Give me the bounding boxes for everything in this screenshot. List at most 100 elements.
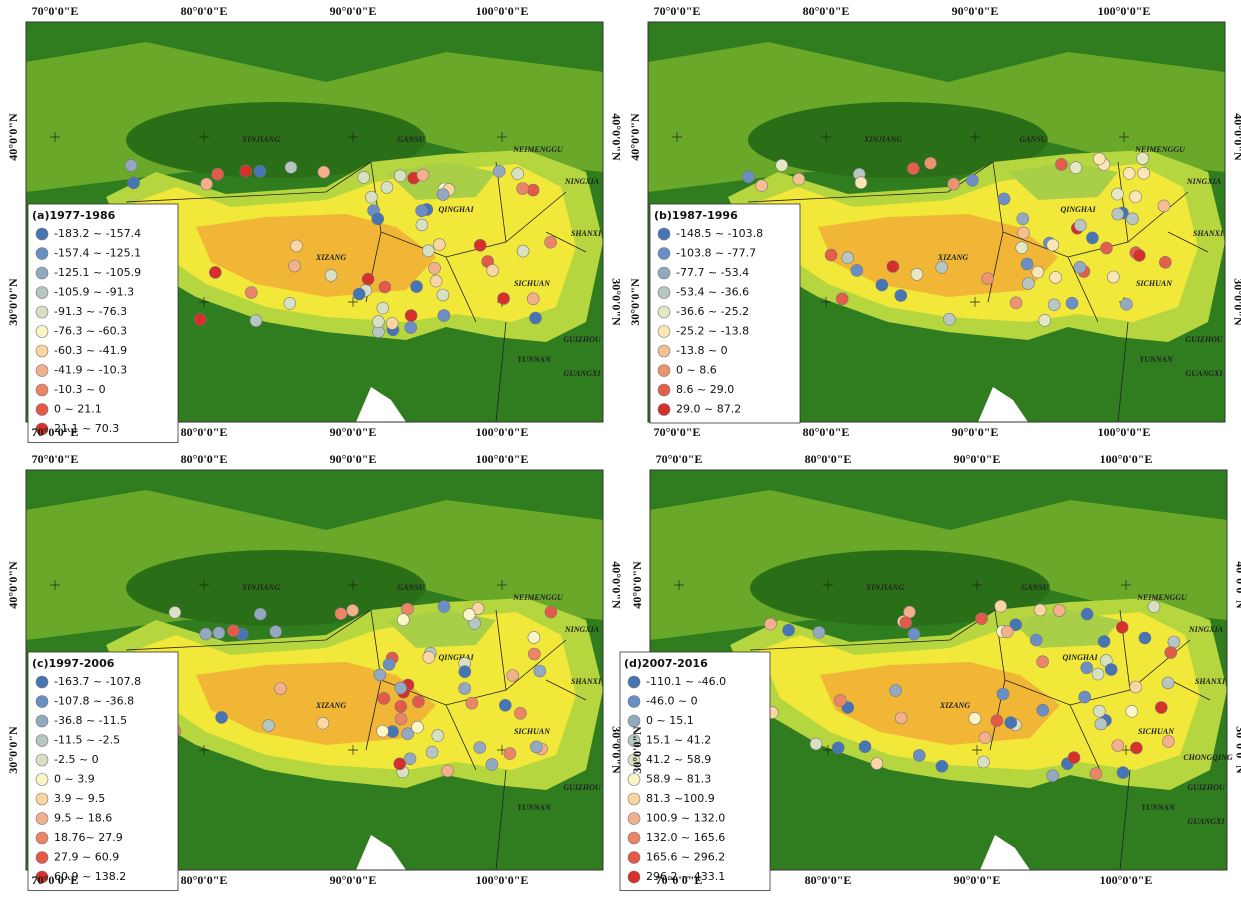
station (534, 665, 546, 677)
legend-swatch (658, 306, 670, 318)
station (504, 748, 516, 760)
station (169, 606, 181, 618)
station (1165, 647, 1177, 659)
region-label: SHANXI (571, 229, 602, 238)
lon-label-bottom: 90°0'0"E (952, 425, 999, 439)
legend-swatch (658, 326, 670, 338)
station (422, 245, 434, 257)
legend-label: -76.3 ~ -60.3 (54, 325, 127, 338)
legend-swatch (36, 365, 48, 377)
station (900, 617, 912, 629)
legend-label: -41.9 ~ -10.3 (54, 364, 127, 377)
region-label: XIZANG (315, 701, 346, 710)
station (442, 765, 454, 777)
lon-label-bottom: 100°0'0"E (1098, 425, 1151, 439)
station (527, 184, 539, 196)
station (1162, 735, 1174, 747)
legend-label: 132.0 ~ 165.6 (646, 831, 725, 844)
lat-label-left: 40°0'0"N (6, 113, 20, 161)
legend-swatch (658, 228, 670, 240)
legend-label: 27.9 ~ 60.9 (54, 851, 119, 864)
station (743, 171, 755, 183)
station (216, 711, 228, 723)
station (466, 697, 478, 709)
station (487, 264, 499, 276)
legend-swatch (36, 735, 48, 747)
legend-label: -10.3 ~ 0 (54, 383, 106, 396)
station (372, 316, 384, 328)
station (517, 245, 529, 257)
region-label: YUNNAN (1139, 355, 1174, 364)
station (417, 169, 429, 181)
lon-label-bottom: 70°0'0"E (656, 873, 703, 887)
legend-label: -103.8 ~ -77.7 (676, 247, 756, 260)
station (379, 281, 391, 293)
station (943, 313, 955, 325)
legend-label: -46.0 ~ 0 (646, 695, 698, 708)
station (517, 183, 529, 195)
legend-swatch (36, 852, 48, 864)
station (416, 219, 428, 231)
station (1112, 740, 1124, 752)
station (813, 626, 825, 638)
station (907, 163, 919, 175)
figure: XINJIANGGANSUNEIMENGGUNINGXIAQINGHAISHAN… (0, 0, 1241, 896)
station (1138, 167, 1150, 179)
lon-label-top: 100°0'0"E (476, 452, 529, 466)
station (463, 609, 475, 621)
station (395, 713, 407, 725)
region-label: XINJIANG (241, 583, 280, 592)
station (855, 177, 867, 189)
station (1021, 258, 1033, 270)
station (395, 682, 407, 694)
station (317, 717, 329, 729)
station (1010, 297, 1022, 309)
lat-label-left: 40°0'0"N (628, 113, 642, 161)
station (358, 171, 370, 183)
station (459, 666, 471, 678)
region-label: GANSU (1019, 135, 1047, 144)
station (1139, 632, 1151, 644)
lon-label-bottom: 90°0'0"E (330, 425, 377, 439)
station (474, 742, 486, 754)
lat-label-left: 40°0'0"N (6, 561, 20, 609)
station (405, 310, 417, 322)
legend-label: -13.8 ~ 0 (676, 344, 728, 357)
legend-label: 100.9 ~ 132.0 (646, 812, 725, 825)
station (378, 692, 390, 704)
station (936, 760, 948, 772)
region-label: SHANXI (1195, 677, 1226, 686)
lon-label-top: 90°0'0"E (330, 452, 377, 466)
legend-swatch (36, 715, 48, 727)
region-label: QINGHAI (1062, 653, 1098, 662)
station (1159, 256, 1171, 268)
station (1070, 162, 1082, 174)
station (545, 606, 557, 618)
station (486, 758, 498, 770)
station (1137, 153, 1149, 165)
station (756, 180, 768, 192)
region-label: XINJIANG (865, 583, 904, 592)
legend-label: -148.5 ~ -103.8 (676, 227, 763, 240)
region-label: SICHUAN (1136, 279, 1173, 288)
station (1016, 242, 1028, 254)
station (991, 715, 1003, 727)
region-label: NEIMENGGU (512, 593, 564, 602)
legend-swatch (36, 676, 48, 688)
station (530, 741, 542, 753)
station (416, 205, 428, 217)
lat-label-left: 30°0'0"N (628, 278, 642, 326)
station (437, 189, 449, 201)
station (871, 758, 883, 770)
station (433, 239, 445, 251)
legend-label: -157.4 ~ -125.1 (54, 247, 141, 260)
station (227, 625, 239, 637)
station (1120, 298, 1132, 310)
station (1074, 261, 1086, 273)
lon-label-top: 70°0'0"E (32, 4, 79, 18)
legend-label: 81.3 ~100.9 (646, 792, 715, 805)
station (289, 260, 301, 272)
station (1048, 299, 1060, 311)
station (395, 700, 407, 712)
station (374, 669, 386, 681)
